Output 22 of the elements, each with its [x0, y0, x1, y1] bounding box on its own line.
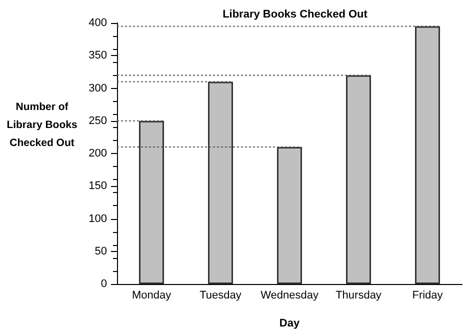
y-tick-label: 100 — [88, 212, 107, 225]
bar — [139, 120, 164, 284]
y-tick-label: 300 — [88, 82, 107, 94]
x-tick-label: Friday — [412, 290, 444, 302]
x-tick-label: Monday — [132, 290, 172, 302]
y-tick-label: 200 — [88, 148, 107, 160]
y-axis-title: Number of Library Books Checked Out — [6, 100, 78, 151]
y-tick-label: 400 — [88, 17, 107, 29]
bar — [277, 146, 302, 284]
x-tick-label: Tuesday — [200, 290, 242, 302]
y-tick-label: 0 — [100, 278, 107, 290]
y-tick-label: 150 — [88, 180, 107, 192]
x-axis-title: Day — [279, 318, 300, 330]
y-tick-label: 350 — [88, 50, 107, 62]
bar — [415, 26, 440, 284]
bar — [208, 82, 233, 284]
y-tick-label: 50 — [94, 245, 107, 258]
x-tick-label: Wednesday — [260, 290, 319, 302]
chart-title: Library Books Checked Out — [222, 8, 368, 20]
y-tick-label: 250 — [88, 114, 107, 127]
x-tick-label: Thursday — [336, 290, 382, 302]
bar — [346, 75, 371, 284]
